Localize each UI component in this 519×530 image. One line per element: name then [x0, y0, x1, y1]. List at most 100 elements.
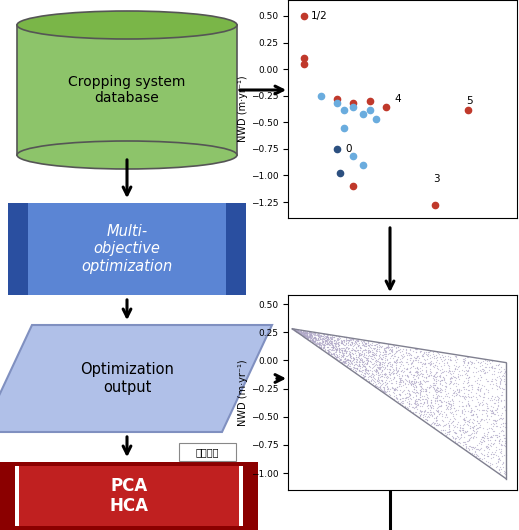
Point	[320, 330, 328, 338]
Point	[303, 329, 311, 337]
Point	[415, 391, 424, 399]
Point	[373, 342, 381, 351]
Point	[398, 382, 406, 391]
Point	[354, 351, 363, 359]
Point	[461, 416, 469, 424]
Point	[423, 419, 431, 427]
Point	[317, 340, 325, 349]
Point	[447, 404, 455, 412]
Point	[408, 402, 416, 411]
Point	[346, 340, 354, 349]
Point	[426, 382, 434, 391]
Point	[303, 334, 311, 342]
Point	[414, 358, 422, 367]
Point	[381, 349, 390, 358]
Point	[489, 439, 498, 447]
Point	[412, 383, 420, 392]
Point	[490, 370, 498, 379]
Point	[387, 379, 395, 387]
Point	[289, 325, 297, 333]
Point	[375, 358, 383, 366]
Point	[419, 394, 427, 403]
Point	[359, 352, 367, 360]
Point	[370, 344, 378, 353]
Point	[338, 344, 346, 352]
Point	[456, 424, 464, 432]
Point	[405, 346, 414, 354]
Point	[436, 373, 444, 381]
Point	[358, 347, 366, 356]
Point	[445, 417, 453, 425]
Point	[424, 412, 432, 420]
Point	[487, 433, 496, 441]
Point	[366, 352, 374, 360]
Point	[320, 333, 328, 341]
Point	[367, 360, 376, 368]
Point	[309, 335, 317, 343]
Point	[386, 361, 394, 370]
Point	[475, 391, 483, 399]
Point	[301, 333, 309, 342]
Point	[372, 345, 380, 354]
Point	[299, 330, 308, 339]
Point	[360, 372, 368, 380]
Point	[297, 330, 305, 338]
Point	[323, 343, 331, 351]
Point	[383, 343, 391, 351]
Point	[382, 370, 390, 378]
Point	[363, 372, 372, 381]
Point	[449, 403, 458, 412]
Point	[390, 386, 399, 395]
Point	[423, 350, 431, 359]
Point	[298, 326, 307, 335]
Point	[478, 432, 486, 441]
Point	[472, 445, 480, 453]
Point	[383, 361, 391, 369]
Point	[295, 329, 304, 337]
Point	[468, 358, 476, 366]
Point	[463, 378, 472, 386]
Point	[427, 408, 435, 416]
Point	[417, 383, 426, 392]
Point	[500, 365, 508, 373]
Point	[340, 358, 349, 367]
Point	[335, 341, 344, 350]
Point	[334, 339, 342, 348]
Point	[430, 410, 438, 418]
Point	[365, 372, 374, 381]
Point	[346, 365, 354, 374]
Point	[399, 394, 407, 403]
Point	[302, 331, 310, 339]
Point	[454, 387, 462, 396]
Point	[352, 364, 361, 372]
Point	[350, 355, 358, 364]
Point	[415, 358, 424, 367]
Point	[460, 428, 469, 436]
Point	[335, 352, 343, 360]
Point	[313, 334, 322, 342]
Point	[351, 335, 360, 344]
Point	[447, 376, 455, 385]
Point	[433, 404, 441, 412]
Point	[497, 376, 505, 384]
Point	[430, 409, 439, 417]
Point	[348, 335, 357, 343]
Point	[458, 398, 467, 406]
Point	[362, 340, 371, 348]
Point	[458, 428, 467, 437]
Point	[479, 450, 487, 458]
Point	[313, 342, 322, 350]
Point	[429, 372, 438, 381]
Point	[414, 368, 422, 376]
Point	[405, 377, 414, 386]
Point	[424, 408, 432, 416]
Point	[308, 329, 317, 338]
Point	[321, 332, 330, 340]
Point	[375, 383, 384, 391]
Point	[414, 400, 422, 408]
Point	[418, 360, 426, 368]
Point	[343, 343, 351, 351]
Point	[393, 367, 401, 376]
Point	[490, 410, 499, 418]
Point	[358, 358, 366, 366]
